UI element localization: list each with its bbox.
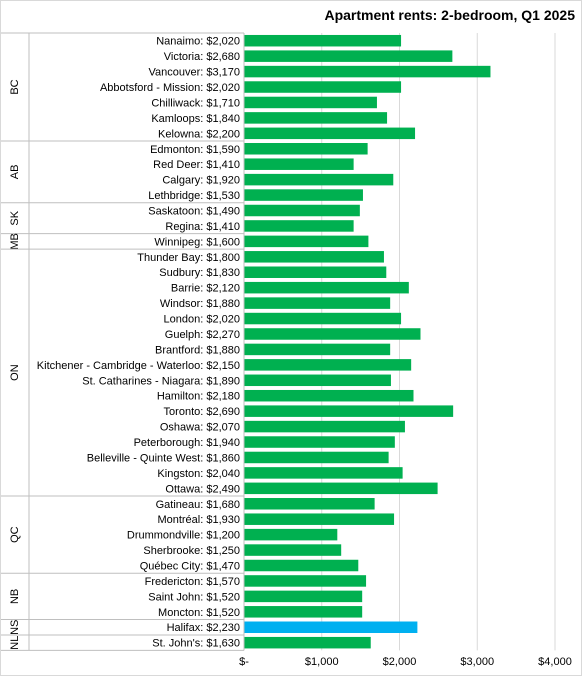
bar [244, 328, 421, 340]
category-label: Calgary: $1,920 [162, 175, 240, 187]
category-label: Brantford: $1,880 [155, 344, 240, 356]
group-label: AB [9, 165, 21, 180]
category-label: Nanaimo: $2,020 [156, 36, 240, 48]
bar [244, 498, 375, 510]
bar [244, 575, 367, 587]
bar [244, 204, 360, 217]
category-label: Regina: $1,410 [165, 221, 240, 233]
category-label: Lethbridge: $1,530 [148, 190, 240, 202]
bar [244, 436, 395, 448]
chart-title: Apartment rents: 2-bedroom, Q1 2025 [324, 7, 575, 23]
category-label: Sudbury: $1,830 [159, 267, 240, 279]
category-label: Chilliwack: $1,710 [151, 97, 240, 109]
group-label: MB [9, 233, 21, 250]
category-label: Victoria: $2,680 [164, 51, 240, 63]
bar [244, 528, 338, 541]
bar [244, 374, 391, 387]
group-label: NB [9, 589, 21, 604]
bar [244, 621, 418, 633]
bar [244, 112, 388, 124]
category-label: Edmonton: $1,590 [150, 144, 240, 156]
bar [244, 467, 403, 479]
category-label: Peterborough: $1,940 [134, 437, 240, 449]
category-label: Saskatoon: $1,490 [148, 206, 240, 218]
x-tick-label: $2,000 [383, 656, 417, 668]
bar [244, 266, 387, 278]
bar [244, 81, 402, 93]
category-label: Sherbrooke: $1,250 [143, 545, 240, 557]
bar [244, 127, 416, 140]
bar [244, 420, 405, 433]
category-label: Fredericton: $1,570 [145, 576, 240, 588]
bar [244, 343, 391, 356]
bar [244, 559, 359, 572]
category-label: Belleville - Quinte West: $1,860 [87, 452, 240, 464]
group-label: ON [9, 364, 21, 381]
bar [244, 143, 368, 155]
category-label: Windsor: $1,880 [160, 298, 240, 310]
category-label: Halifax: $2,230 [167, 622, 240, 634]
x-tick-label: $4,000 [538, 656, 572, 668]
category-label: Kelowna: $2,200 [158, 128, 240, 140]
bar [244, 96, 377, 109]
bar [244, 544, 342, 556]
bar [244, 482, 438, 495]
bar [244, 405, 454, 417]
category-label: Vancouver: $3,170 [148, 67, 240, 79]
group-label: SK [9, 210, 21, 225]
bar [244, 636, 371, 649]
category-label: Barrie: $2,120 [171, 283, 240, 295]
x-tick-label: $1,000 [305, 656, 339, 668]
x-tick-label: $3,000 [460, 656, 494, 668]
category-label: Hamilton: $2,180 [157, 391, 240, 403]
bar [244, 189, 363, 201]
bar [244, 312, 402, 325]
group-label: NS [9, 620, 21, 635]
category-label: London: $2,020 [164, 314, 240, 326]
bar [244, 359, 412, 371]
bar [244, 281, 409, 294]
category-label: Saint John: $1,520 [148, 591, 240, 603]
category-label: Red Deer: $1,410 [153, 159, 240, 171]
category-label: Thunder Bay: $1,800 [137, 252, 240, 264]
bar [244, 251, 384, 263]
bar [244, 513, 395, 525]
bar [244, 173, 394, 186]
x-tick-label: $- [239, 656, 249, 668]
category-label: Kitchener - Cambridge - Waterloo: $2,150 [37, 360, 240, 372]
category-label: Québec City: $1,470 [140, 561, 240, 573]
bar [244, 606, 363, 618]
bar [244, 34, 402, 47]
bar [244, 158, 354, 170]
category-label: Drummondville: $1,200 [127, 530, 240, 542]
category-label: St. John's: $1,630 [152, 638, 240, 650]
category-label: Gatineau: $1,680 [156, 499, 240, 511]
category-label: Abbotsford - Mission: $2,020 [100, 82, 240, 94]
group-label: QC [9, 526, 21, 543]
bar [244, 235, 369, 248]
category-label: Moncton: $1,520 [158, 607, 240, 619]
bar [244, 50, 453, 62]
category-label: Ottawa: $2,490 [165, 483, 240, 495]
category-label: Montréal: $1,930 [157, 514, 240, 526]
category-label: St. Catharines - Niagara: $1,890 [82, 375, 240, 387]
bar [244, 220, 354, 232]
category-label: Guelph: $2,270 [165, 329, 240, 341]
category-label: Toronto: $2,690 [164, 406, 240, 418]
bar [244, 389, 414, 402]
bar [244, 297, 391, 309]
category-label: Winnipeg: $1,600 [154, 236, 240, 248]
bar [244, 65, 491, 78]
group-label: NL [9, 636, 21, 650]
category-label: Kingston: $2,040 [157, 468, 240, 480]
bar [244, 590, 363, 603]
group-label: BC [9, 79, 21, 94]
bar [244, 451, 389, 464]
category-label: Oshawa: $2,070 [160, 422, 240, 434]
category-label: Kamloops: $1,840 [151, 113, 240, 125]
